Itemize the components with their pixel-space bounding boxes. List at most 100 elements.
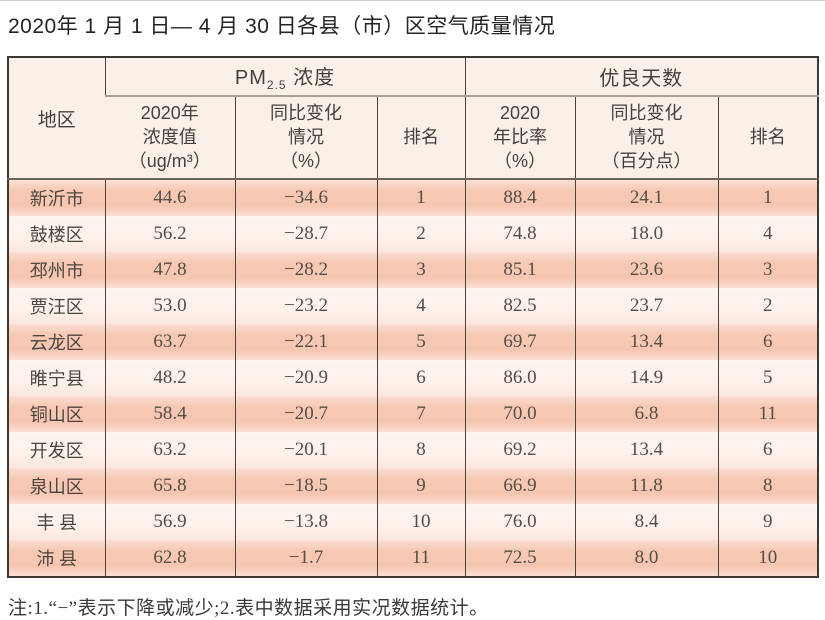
rank-cell: 9 <box>717 504 818 541</box>
region-cell: 沛 县 <box>8 540 105 578</box>
value-cell: 88.4 <box>464 179 575 217</box>
table-row: 沛 县 62.8 −1.7 11 72.5 8.0 10 <box>8 540 818 578</box>
rank-cell: 4 <box>376 288 465 325</box>
value-cell: −34.6 <box>234 179 377 217</box>
rank-cell: 2 <box>717 288 818 325</box>
rank-cell: 7 <box>376 396 465 433</box>
rank-cell: 5 <box>717 360 818 397</box>
region-cell: 鼓楼区 <box>8 216 105 253</box>
table-row: 睢宁县 48.2 −20.9 6 86.0 14.9 5 <box>8 360 818 397</box>
rank-cell: 3 <box>717 252 818 289</box>
column-header-good-rank: 排名 <box>717 96 818 181</box>
value-cell: −28.2 <box>234 252 377 289</box>
value-cell: 23.7 <box>574 288 718 325</box>
rank-cell: 10 <box>376 504 465 541</box>
value-cell: −1.7 <box>234 540 377 578</box>
value-cell: 76.0 <box>464 504 575 541</box>
value-cell: 23.6 <box>574 252 718 289</box>
page-title: 2020年 1 月 1 日— 4 月 30 日各县（市）区空气质量情况 <box>8 15 556 38</box>
value-cell: 74.8 <box>464 216 575 253</box>
value-cell: 69.2 <box>464 432 575 469</box>
value-cell: 8.0 <box>574 540 718 578</box>
value-cell: 63.2 <box>104 432 235 469</box>
value-cell: 86.0 <box>464 360 575 397</box>
rank-cell: 1 <box>376 179 465 217</box>
region-cell: 云龙区 <box>8 324 105 361</box>
region-cell: 新沂市 <box>8 179 105 217</box>
value-cell: −20.7 <box>234 396 377 433</box>
rank-cell: 1 <box>717 179 818 217</box>
rank-cell: 10 <box>717 540 818 578</box>
value-cell: −23.2 <box>234 288 377 325</box>
value-cell: 85.1 <box>464 252 575 289</box>
region-cell: 泉山区 <box>8 468 105 505</box>
top-divider <box>0 0 825 1</box>
column-group-pm25: PM2.5 浓度 <box>104 57 465 98</box>
column-header-good-ratio: 2020 年比率 （%） <box>464 96 575 181</box>
value-cell: −20.1 <box>234 432 377 469</box>
column-header-pm-rank: 排名 <box>376 96 465 181</box>
value-cell: 13.4 <box>574 324 718 361</box>
rank-cell: 11 <box>376 540 465 578</box>
value-cell: 44.6 <box>104 179 235 217</box>
table-row: 云龙区 63.7 −22.1 5 69.7 13.4 6 <box>8 324 818 361</box>
value-cell: −18.5 <box>234 468 377 505</box>
value-cell: −13.8 <box>234 504 377 541</box>
value-cell: 63.7 <box>104 324 235 361</box>
table-row: 新沂市 44.6 −34.6 1 88.4 24.1 1 <box>8 179 818 217</box>
value-cell: 66.9 <box>464 468 575 505</box>
group-header-row: 地区 PM2.5 浓度 优良天数 <box>8 57 818 181</box>
air-quality-table: 地区 PM2.5 浓度 优良天数 2020年 浓度值 （ug/m³） 同比变化 … <box>7 56 819 579</box>
pm-label-suffix: 浓度 <box>286 67 336 90</box>
rank-cell: 3 <box>376 252 465 289</box>
value-cell: −20.9 <box>234 360 377 397</box>
table-row: 贾汪区 53.0 −23.2 4 82.5 23.7 2 <box>8 288 818 325</box>
value-cell: 47.8 <box>104 252 235 289</box>
value-cell: 69.7 <box>464 324 575 361</box>
value-cell: 62.8 <box>104 540 235 578</box>
value-cell: 8.4 <box>574 504 718 541</box>
rank-cell: 6 <box>376 360 465 397</box>
table-row: 鼓楼区 56.2 −28.7 2 74.8 18.0 4 <box>8 216 818 253</box>
footnote: 注:1.“−”表示下降或减少;2.表中数据采用实况数据统计。 <box>8 598 489 620</box>
value-cell: 82.5 <box>464 288 575 325</box>
sub-header-row: 2020年 浓度值 （ug/m³） 同比变化 情况 （%） 排名 2020 年比… <box>8 96 818 181</box>
region-cell: 睢宁县 <box>8 360 105 397</box>
value-cell: 11.8 <box>574 468 718 505</box>
value-cell: 65.8 <box>104 468 235 505</box>
value-cell: 48.2 <box>104 360 235 397</box>
rank-cell: 6 <box>717 432 818 469</box>
rank-cell: 8 <box>717 468 818 505</box>
pm-label-subscript: 2.5 <box>266 78 287 93</box>
pm-label-prefix: PM <box>234 67 267 90</box>
region-cell: 开发区 <box>8 432 105 469</box>
region-cell: 丰 县 <box>8 504 105 541</box>
region-cell: 铜山区 <box>8 396 105 433</box>
column-header-region: 地区 <box>8 57 105 181</box>
value-cell: 56.9 <box>104 504 235 541</box>
table-body: 新沂市 44.6 −34.6 1 88.4 24.1 1 鼓楼区 56.2 −28.7 2 74.8 1… <box>8 179 818 578</box>
table-row: 丰 县 56.9 −13.8 10 76.0 8.4 9 <box>8 504 818 541</box>
value-cell: 58.4 <box>104 396 235 433</box>
value-cell: 13.4 <box>574 432 718 469</box>
value-cell: 14.9 <box>574 360 718 397</box>
value-cell: 53.0 <box>104 288 235 325</box>
rank-cell: 6 <box>717 324 818 361</box>
table-row: 邳州市 47.8 −28.2 3 85.1 23.6 3 <box>8 252 818 289</box>
value-cell: 18.0 <box>574 216 718 253</box>
table-row: 铜山区 58.4 −20.7 7 70.0 6.8 11 <box>8 396 818 433</box>
column-header-good-change: 同比变化 情况 （百分点） <box>574 96 718 181</box>
value-cell: −22.1 <box>234 324 377 361</box>
value-cell: 72.5 <box>464 540 575 578</box>
value-cell: 70.0 <box>464 396 575 433</box>
value-cell: 56.2 <box>104 216 235 253</box>
value-cell: 6.8 <box>574 396 718 433</box>
value-cell: 24.1 <box>574 179 718 217</box>
column-group-good-days: 优良天数 <box>464 57 818 98</box>
rank-cell: 5 <box>376 324 465 361</box>
rank-cell: 9 <box>376 468 465 505</box>
region-cell: 邳州市 <box>8 252 105 289</box>
region-cell: 贾汪区 <box>8 288 105 325</box>
table-header: 地区 PM2.5 浓度 优良天数 2020年 浓度值 （ug/m³） 同比变化 … <box>8 57 818 181</box>
rank-cell: 4 <box>717 216 818 253</box>
